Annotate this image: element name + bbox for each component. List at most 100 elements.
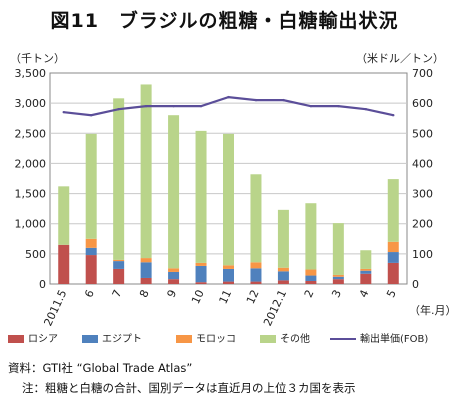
legend-item-russia: ロシア bbox=[8, 330, 58, 345]
bar-russia bbox=[250, 281, 262, 284]
x-tick-label: 2012.1 bbox=[261, 288, 289, 328]
legend-item-egypt: エジプト bbox=[82, 330, 142, 345]
legend-item-price: 輸出単価(FOB) bbox=[330, 330, 428, 345]
x-tick-label: 3 bbox=[329, 288, 344, 300]
point-price bbox=[89, 114, 93, 117]
point-price bbox=[172, 104, 175, 108]
x-tick-label: 5 bbox=[384, 288, 399, 300]
bar-other bbox=[85, 133, 97, 239]
y-left-tick-label: 1,000 bbox=[15, 218, 47, 231]
bar-egypt bbox=[168, 271, 180, 280]
legend-label-morocco: モロッコ bbox=[196, 334, 236, 345]
point-price bbox=[364, 107, 368, 111]
legend-swatch-russia bbox=[8, 335, 24, 343]
bar-egypt bbox=[250, 268, 262, 282]
bar-other bbox=[305, 203, 317, 270]
point-price bbox=[62, 110, 65, 114]
chart: 0 500 1,000 1,500 2,000 2,500 3,000 3,500 0 100 20… bbox=[15, 67, 449, 328]
bar-egypt bbox=[387, 252, 399, 263]
legend-label-russia: ロシア bbox=[28, 334, 58, 345]
bar-morocco bbox=[360, 268, 372, 271]
legend-label-other: その他 bbox=[280, 334, 310, 345]
bar-egypt bbox=[113, 261, 125, 269]
bar-russia bbox=[332, 279, 344, 284]
x-tick-label: 6 bbox=[82, 288, 97, 300]
bar-morocco bbox=[168, 268, 180, 272]
source-note: 資料：GTI社 “Global Trade Atlas” bbox=[8, 361, 193, 375]
x-tick-label: 2 bbox=[302, 288, 317, 300]
bar-morocco bbox=[250, 262, 262, 269]
bar-other bbox=[168, 115, 180, 269]
y-right-tick-label: 200 bbox=[412, 218, 433, 231]
point-price bbox=[309, 104, 313, 108]
bar-morocco bbox=[223, 265, 234, 269]
legend-label-price: 輸出単価(FOB) bbox=[360, 334, 429, 345]
bar-morocco bbox=[85, 238, 97, 248]
point-price bbox=[144, 104, 148, 108]
legend-item-morocco: モロッコ bbox=[176, 330, 236, 345]
legend-item-other: その他 bbox=[260, 330, 310, 345]
bar-russia bbox=[58, 244, 70, 284]
x-tick-label: 11 bbox=[217, 288, 235, 306]
bar-other bbox=[58, 186, 70, 245]
legend-line-price bbox=[330, 338, 356, 340]
x-tick-label: 7 bbox=[110, 288, 125, 300]
bar-russia bbox=[305, 280, 317, 284]
point-price bbox=[254, 98, 258, 102]
legend-swatch-other bbox=[260, 335, 276, 343]
bar-other bbox=[332, 223, 344, 275]
bar-other bbox=[360, 250, 372, 269]
bar-russia bbox=[223, 281, 234, 284]
page-title: 図11 ブラジルの粗糖・白糖輸出状況 bbox=[50, 10, 399, 32]
y-left-tick-label: 3,500 bbox=[15, 67, 47, 80]
bar-other bbox=[195, 130, 207, 263]
bar-other bbox=[250, 174, 262, 263]
bar-russia bbox=[387, 262, 399, 284]
bar-egypt bbox=[277, 271, 289, 281]
point-price bbox=[199, 104, 203, 108]
bar-morocco bbox=[332, 274, 344, 277]
bar-egypt bbox=[360, 270, 372, 274]
bar-russia bbox=[113, 268, 125, 284]
y-left-tick-label: 3,000 bbox=[15, 97, 47, 110]
y-right-tick-label: 0 bbox=[412, 278, 419, 291]
legend-label-egypt: エジプト bbox=[102, 334, 142, 345]
y-left-tick-label: 500 bbox=[25, 248, 46, 261]
point-price bbox=[392, 114, 395, 117]
bar-russia bbox=[195, 282, 207, 284]
bar-egypt bbox=[332, 276, 344, 280]
x-axis-unit: （年.月） bbox=[409, 303, 449, 317]
bar-other bbox=[223, 133, 234, 266]
point-price bbox=[227, 95, 230, 99]
bar-russia bbox=[277, 280, 289, 284]
y-right-tick-label: 400 bbox=[412, 157, 433, 170]
bar-morocco bbox=[387, 241, 399, 253]
bar-morocco bbox=[140, 258, 152, 263]
legend-swatch-egypt bbox=[82, 335, 98, 343]
right-axis-unit: （米ドル／トン） bbox=[356, 52, 444, 65]
point-price bbox=[117, 107, 120, 111]
footnote: 注：粗糖と白糖の合計、国別データは直近月の上位３カ国を表示 bbox=[22, 381, 356, 395]
x-tick-label: 12 bbox=[244, 288, 262, 306]
x-tick-label: 2011.5 bbox=[41, 288, 69, 328]
legend-swatch-morocco bbox=[176, 335, 192, 343]
bar-egypt bbox=[305, 275, 317, 281]
bar-other bbox=[277, 209, 289, 268]
legend: ロシア エジプト モロッコ その他 輸出単価(FOB) bbox=[8, 330, 448, 346]
y-right-tick-label: 600 bbox=[412, 97, 433, 110]
bar-egypt bbox=[195, 265, 207, 283]
y-left-tick-label: 2,500 bbox=[15, 127, 47, 140]
y-right-tick-label: 700 bbox=[412, 67, 433, 80]
bar-egypt bbox=[223, 268, 234, 282]
x-tick-label: 4 bbox=[357, 288, 372, 300]
bar-russia bbox=[140, 277, 152, 284]
y-right-tick-label: 100 bbox=[412, 248, 433, 261]
x-tick-label: 8 bbox=[137, 288, 152, 300]
bar-morocco bbox=[305, 269, 317, 276]
x-tick-label: 10 bbox=[189, 288, 207, 306]
y-left-tick-label: 0 bbox=[39, 278, 46, 291]
bar-other bbox=[140, 84, 152, 259]
bar-other bbox=[387, 179, 399, 242]
y-right-tick-label: 500 bbox=[412, 127, 433, 140]
bar-morocco bbox=[277, 267, 289, 272]
